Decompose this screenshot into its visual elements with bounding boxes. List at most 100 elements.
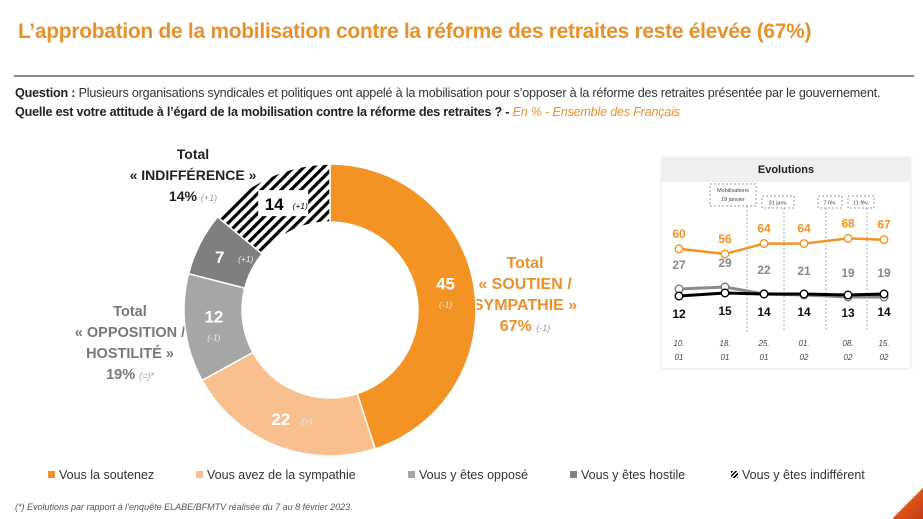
donut-label-bg: [258, 190, 309, 217]
total-opposition-label: Total: [113, 304, 147, 320]
legend-item-indifferent: Vous y êtes indifférent: [731, 468, 865, 482]
series-point: [720, 249, 730, 259]
donut-value-indifferent: 14: [265, 195, 284, 214]
total-indifference-name: « INDIFFÉRENCE »: [129, 167, 257, 183]
series-point: [674, 291, 684, 301]
annotation-text: 11 fév.: [853, 201, 869, 207]
total-soutien-value: 67%: [499, 318, 532, 335]
legend-swatch: [408, 471, 415, 478]
donut-slice-soutien: [329, 163, 477, 450]
data-label: 14: [757, 305, 771, 319]
annotation-text: 19 janvier: [721, 197, 745, 203]
donut-delta-sympathie: (=): [302, 416, 313, 426]
series-point: [720, 288, 730, 298]
x-tick-label: 01: [721, 353, 730, 362]
donut-value-soutien: 45: [436, 275, 455, 294]
legend-label: Vous avez de la sympathie: [207, 468, 356, 482]
data-label: 21: [797, 264, 811, 278]
series-point: [799, 239, 809, 249]
x-tick-label: 02: [800, 353, 809, 362]
total-indifference: Total « INDIFFÉRENCE » 14% (+1): [118, 144, 268, 209]
total-soutien: Total « SOUTIEN / SYMPATHIE » 67% (-1): [460, 253, 590, 339]
legend-swatch: [570, 471, 577, 478]
annotation-text: 7 fév.: [823, 201, 837, 207]
total-opposition-value: 19%: [106, 367, 136, 383]
data-label: 29: [718, 256, 732, 270]
legend-label: Vous y êtes hostile: [581, 468, 686, 482]
series-point: [799, 289, 809, 299]
question-body: Plusieurs organisations syndicales et po…: [75, 86, 881, 100]
legend-item-sympathie: Vous avez de la sympathie: [196, 468, 356, 482]
annotation-box: [709, 183, 757, 207]
series-point: [843, 233, 853, 243]
total-opposition-name-1: « OPPOSITION /: [74, 325, 186, 341]
page-title: L’approbation de la mobilisation contre …: [18, 20, 812, 43]
data-label: 12: [672, 307, 686, 321]
evolutions-panel: Evolutions: [662, 158, 910, 368]
question-text: Question : Plusieurs organisations syndi…: [15, 84, 915, 122]
series-point: [759, 239, 769, 249]
x-tick-label: 08.: [842, 339, 853, 348]
legend-item-hostile: Vous y êtes hostile: [570, 468, 685, 482]
legend-item-oppose: Vous y êtes opposé: [408, 468, 528, 482]
x-tick-label: 10.: [673, 339, 684, 348]
data-label: 64: [757, 222, 771, 236]
data-label: 19: [841, 266, 855, 280]
donut-value-sympathie: 22: [271, 410, 290, 429]
series-line-2: [678, 291, 885, 298]
data-label: 60: [672, 227, 686, 241]
legend-label: Vous y êtes indifférent: [742, 468, 865, 482]
annotation-text: Mobilisations: [717, 188, 749, 194]
data-label: 14: [877, 305, 891, 319]
donut-delta-indifferent: (+1): [293, 201, 309, 211]
total-opposition-delta: (=)*: [139, 371, 154, 381]
question-main: Quelle est votre attitude à l’égard de l…: [15, 105, 510, 119]
x-tick-label: 02: [844, 353, 853, 362]
legend-swatch: [196, 471, 203, 478]
donut-slice-sympathie: [201, 351, 377, 457]
x-tick-label: 18.: [719, 339, 730, 348]
annotation-box: [817, 195, 843, 209]
data-label: 64: [797, 222, 811, 236]
legend-label: Vous y êtes opposé: [419, 468, 529, 482]
series-point: [879, 289, 889, 299]
series-point: [843, 290, 853, 300]
data-label: 68: [841, 216, 855, 230]
total-soutien-name-1: « SOUTIEN /: [478, 276, 572, 293]
donut-delta-hostile: (+1): [238, 254, 254, 264]
data-label: 56: [718, 232, 732, 246]
x-tick-label: 15.: [878, 339, 889, 348]
annotation-box: [761, 195, 795, 209]
series-line-0: [678, 237, 885, 256]
total-soutien-delta: (-1): [536, 323, 551, 333]
total-soutien-label: Total: [506, 255, 544, 272]
data-label: 19: [877, 266, 891, 280]
x-tick-label: 25.: [757, 339, 769, 348]
question-label: Question :: [15, 86, 76, 100]
total-soutien-name-2: SYMPATHIE »: [472, 297, 578, 314]
series-point: [674, 244, 684, 254]
brand-corner-decoration: [893, 479, 923, 519]
data-label: 67: [877, 218, 891, 232]
data-label: 15: [718, 304, 732, 318]
annotation-text: 31 janv.: [769, 201, 788, 207]
annotation-box: [847, 195, 875, 209]
donut-delta-soutien: (-1): [439, 300, 452, 310]
total-indifference-delta: (+1): [200, 193, 218, 203]
x-tick-label: 01: [760, 353, 769, 362]
data-label: 22: [757, 263, 771, 277]
legend-item-soutien: Vous la soutenez: [48, 468, 154, 482]
legend-swatch: [48, 471, 55, 478]
evolutions-title: Evolutions: [662, 158, 910, 182]
donut-chart: 45 (-1) 22 (=) 12 (-1) 7 (+1) 14 (+1): [183, 163, 477, 457]
x-tick-label: 02: [880, 353, 889, 362]
divider: [14, 75, 914, 77]
total-indifference-value: 14%: [168, 188, 197, 204]
data-label: 13: [841, 306, 855, 320]
total-opposition-name-2: HOSTILITÉ »: [86, 346, 174, 362]
evolutions-line-chart: Mobilisations 19 janvier 31 janv. 7 fév. 11 …: [672, 183, 891, 362]
total-opposition: Total « OPPOSITION / HOSTILITÉ » 19% (=)…: [50, 302, 210, 387]
series-point: [759, 289, 769, 299]
data-label: 14: [797, 305, 811, 319]
donut-delta-oppose: (-1): [207, 333, 220, 343]
